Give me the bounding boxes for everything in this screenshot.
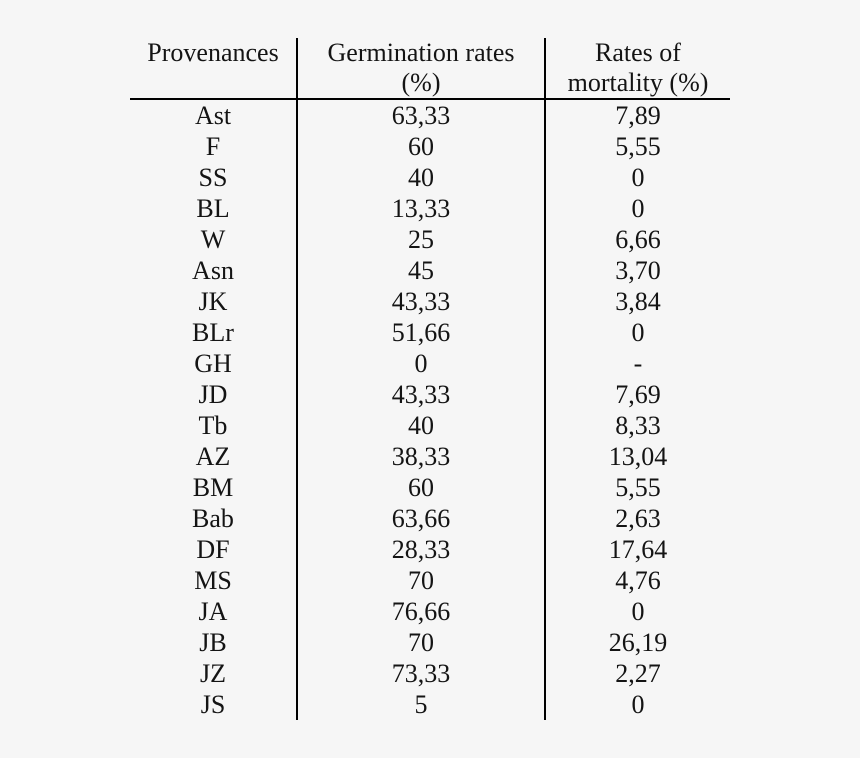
cell-mortality-rate: 8,33 <box>615 411 661 440</box>
cell-mortality-rate: 2,27 <box>615 659 661 688</box>
cell-provenance: MS <box>194 566 232 595</box>
table-row: BLr 51,66 0 <box>130 317 730 348</box>
cell-mortality-rate: 13,04 <box>608 442 668 471</box>
table-row: W 25 6,66 <box>130 224 730 255</box>
table-row: BL 13,33 0 <box>130 193 730 224</box>
table-row: Bab 63,66 2,63 <box>130 503 730 534</box>
cell-mortality-rate: 0 <box>631 597 645 626</box>
cell-germination-rate: 76,66 <box>296 596 546 627</box>
cell-mortality-rate: 4,76 <box>615 566 661 595</box>
cell-mortality-rate: 5,55 <box>615 473 661 502</box>
cell-mortality-rate: 6,66 <box>615 225 661 254</box>
table-row: Tb 40 8,33 <box>130 410 730 441</box>
cell-mortality-rate: - <box>633 349 643 378</box>
table-row: MS 70 4,76 <box>130 565 730 596</box>
cell-provenance: GH <box>194 349 232 378</box>
cell-mortality-rate: 7,69 <box>615 380 661 409</box>
provenance-table: Provenances Germination rates (%) Rates … <box>130 38 730 720</box>
cell-provenance: JS <box>200 690 226 719</box>
cell-provenance: JD <box>198 380 228 409</box>
cell-provenance: F <box>205 132 221 161</box>
table-row: Ast 63,33 7,89 <box>130 99 730 131</box>
cell-mortality-rate: 0 <box>631 163 645 192</box>
cell-provenance: BM <box>192 473 234 502</box>
cell-germination-rate: 43,33 <box>296 286 546 317</box>
table-row: AZ 38,33 13,04 <box>130 441 730 472</box>
cell-provenance: JA <box>198 597 228 626</box>
cell-mortality-rate: 5,55 <box>615 132 661 161</box>
cell-germination-rate: 63,66 <box>296 503 546 534</box>
table-row: BM 60 5,55 <box>130 472 730 503</box>
cell-germination-rate: 28,33 <box>296 534 546 565</box>
cell-provenance: Asn <box>192 256 234 285</box>
table-row: Asn 45 3,70 <box>130 255 730 286</box>
cell-germination-rate: 40 <box>296 410 546 441</box>
cell-provenance: DF <box>196 535 230 564</box>
cell-germination-rate: 43,33 <box>296 379 546 410</box>
cell-mortality-rate: 17,64 <box>608 535 668 564</box>
header-mortality-line1: Rates of <box>595 38 681 67</box>
cell-provenance: JB <box>199 628 227 657</box>
header-germination-rates: Germination rates (%) <box>296 38 546 100</box>
table-row: JK 43,33 3,84 <box>130 286 730 317</box>
cell-mortality-rate: 0 <box>631 194 645 223</box>
header-provenances: Provenances <box>130 38 297 100</box>
cell-germination-rate: 60 <box>296 472 546 503</box>
cell-germination-rate: 40 <box>296 162 546 193</box>
cell-mortality-rate: 0 <box>631 318 645 347</box>
cell-mortality-rate: 3,84 <box>615 287 661 316</box>
header-mortality-rates: Rates of mortality (%) <box>545 38 730 100</box>
cell-germination-rate: 45 <box>296 255 546 286</box>
cell-germination-rate: 13,33 <box>296 193 546 224</box>
cell-provenance: BLr <box>192 318 234 347</box>
cell-provenance: SS <box>198 163 228 192</box>
table-body: Ast 63,33 7,89 F 60 5,55 SS 40 0 BL 13,33 0 W 25 6,66 A… <box>130 99 730 720</box>
header-row: Provenances Germination rates (%) Rates … <box>130 38 730 100</box>
table-row: SS 40 0 <box>130 162 730 193</box>
cell-provenance: JZ <box>200 659 226 688</box>
cell-germination-rate: 60 <box>296 131 546 162</box>
cell-germination-rate: 38,33 <box>296 441 546 472</box>
cell-mortality-rate: 7,89 <box>615 101 661 130</box>
header-germination-line1: Germination rates <box>327 38 515 67</box>
cell-provenance: Tb <box>198 411 228 440</box>
table-row: JA 76,66 0 <box>130 596 730 627</box>
cell-mortality-rate: 0 <box>631 690 645 719</box>
table-row: JZ 73,33 2,27 <box>130 658 730 689</box>
cell-provenance: BL <box>196 194 230 223</box>
cell-germination-rate: 63,33 <box>296 99 546 131</box>
cell-provenance: Ast <box>194 101 232 130</box>
cell-germination-rate: 70 <box>296 627 546 658</box>
table-row: F 60 5,55 <box>130 131 730 162</box>
cell-mortality-rate: 2,63 <box>615 504 661 533</box>
table-row: DF 28,33 17,64 <box>130 534 730 565</box>
cell-provenance: AZ <box>195 442 231 471</box>
cell-provenance: W <box>200 225 226 254</box>
header-germination-line2: (%) <box>401 68 441 97</box>
cell-provenance: Bab <box>192 504 234 533</box>
table-row: JB 70 26,19 <box>130 627 730 658</box>
cell-mortality-rate: 26,19 <box>608 628 668 657</box>
table-row: JS 5 0 <box>130 689 730 720</box>
header-provenances-line1: Provenances <box>147 38 279 67</box>
cell-provenance: JK <box>198 287 228 316</box>
cell-germination-rate: 70 <box>296 565 546 596</box>
cell-germination-rate: 0 <box>296 348 546 379</box>
cell-mortality-rate: 3,70 <box>615 256 661 285</box>
table-header: Provenances Germination rates (%) Rates … <box>130 38 730 100</box>
table-row: JD 43,33 7,69 <box>130 379 730 410</box>
cell-germination-rate: 73,33 <box>296 658 546 689</box>
cell-germination-rate: 5 <box>296 689 546 720</box>
cell-germination-rate: 25 <box>296 224 546 255</box>
provenance-table-container: Provenances Germination rates (%) Rates … <box>130 38 730 720</box>
header-mortality-line2: mortality (%) <box>567 68 709 97</box>
table-row: GH 0 - <box>130 348 730 379</box>
cell-germination-rate: 51,66 <box>296 317 546 348</box>
